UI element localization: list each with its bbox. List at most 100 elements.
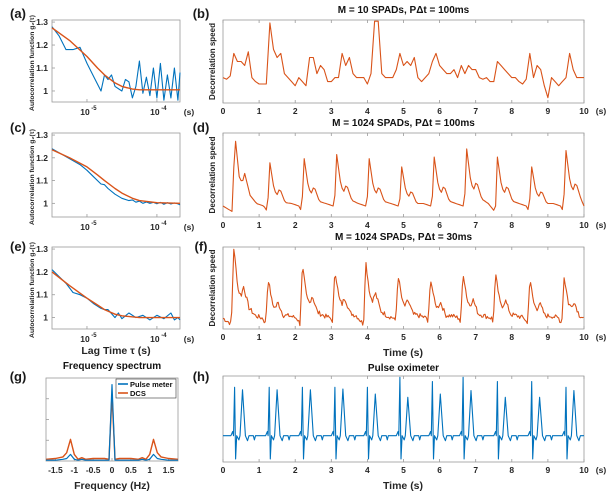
series-line-DCS: [222, 140, 585, 212]
y-axis-label: Autocorrelation function g₂(τ): [29, 15, 36, 111]
x-tick-label: 10: [150, 222, 160, 232]
x-tick-label: 3: [329, 220, 334, 230]
panel-label: (h): [193, 369, 210, 384]
x-tick-label: 9: [546, 465, 551, 475]
x-tick-label: 8: [509, 465, 514, 475]
x-tick-label: 10: [80, 222, 90, 232]
x-tick-exponent: -5: [91, 333, 97, 339]
axes-box: [222, 19, 585, 104]
y-tick-label: 1: [43, 86, 48, 96]
x-tick-label: 4: [365, 220, 370, 230]
y-tick-label: 1.1: [36, 63, 48, 73]
x-tick-label: 5: [401, 332, 406, 342]
x-tick-label: 10: [150, 334, 160, 344]
panel-label: (f): [195, 239, 208, 254]
axes-box: [51, 19, 181, 103]
x-tick-label: 4: [365, 465, 370, 475]
x-tick-label: -1.5: [48, 465, 63, 475]
panel-label: (d): [193, 120, 210, 135]
x-tick-label: 2: [293, 106, 298, 116]
panel-label: (a): [10, 6, 26, 21]
x-tick-exponent: -5: [91, 106, 97, 112]
x-tick-label: 0.5: [125, 465, 137, 475]
x-tick-exponent: -4: [161, 221, 167, 227]
x-tick-label: 6: [437, 106, 442, 116]
panel-label: (c): [10, 120, 26, 135]
x-tick-label: 5: [401, 465, 406, 475]
x-tick-label: 0: [221, 220, 226, 230]
x-tick-label: 0: [221, 106, 226, 116]
x-unit-label: (s): [596, 106, 607, 116]
series-line-DCS: [222, 20, 584, 99]
legend-label: DCS: [130, 389, 146, 398]
series-line-fit: [51, 271, 180, 319]
panel-title: M = 1024 SPADs, PΔt = 30ms: [335, 232, 473, 243]
panel-title: M = 1024 SPADs, PΔt = 100ms: [332, 118, 475, 129]
y-tick-label: 1.2: [36, 40, 48, 50]
x-unit-label: (s): [184, 334, 195, 344]
x-tick-label: 6: [437, 465, 442, 475]
x-tick-label: 3: [329, 106, 334, 116]
x-tick-label: 9: [546, 332, 551, 342]
axes-box: [222, 246, 585, 330]
series-line-Pulse-meter: [46, 384, 178, 461]
x-tick-label: 3: [329, 465, 334, 475]
series-line-measured: [51, 269, 181, 321]
y-tick-label: 1: [43, 198, 48, 208]
x-tick-label: 4: [365, 106, 370, 116]
x-axis-label: Time (s): [383, 347, 423, 359]
x-tick-label: 9: [546, 106, 551, 116]
panel-title: Frequency spectrum: [63, 361, 161, 372]
panel-title: M = 10 SPADs, PΔt = 100ms: [338, 5, 470, 16]
x-tick-label: 3: [329, 332, 334, 342]
panel-label: (b): [193, 6, 210, 21]
x-unit-label: (s): [184, 222, 195, 232]
x-tick-label: 2: [293, 332, 298, 342]
x-tick-label: 2: [293, 465, 298, 475]
axes-box: [51, 132, 181, 218]
x-tick-label: 7: [473, 332, 478, 342]
y-tick-label: 1.2: [36, 267, 48, 277]
panel-label: (g): [10, 369, 27, 384]
series-line-DCS: [222, 248, 584, 327]
y-axis-label: Autocorrelation function g₂(τ): [29, 129, 36, 225]
x-tick-label: 1: [257, 332, 262, 342]
series-line-measured: [51, 26, 181, 101]
x-tick-label: -0.5: [86, 465, 101, 475]
x-tick-label: 8: [509, 332, 514, 342]
y-axis-label: Decorrelation speed: [208, 23, 217, 100]
series-line-fit: [51, 27, 180, 91]
x-tick-label: 10: [80, 107, 90, 117]
series-line-Pulse-oximeter: [223, 376, 584, 460]
x-tick-label: 8: [509, 106, 514, 116]
y-tick-label: 1.1: [36, 290, 48, 300]
x-tick-label: 7: [473, 220, 478, 230]
x-axis-label: Lag Time τ (s): [81, 345, 150, 357]
y-tick-label: 1.3: [36, 17, 48, 27]
y-tick-label: 1.3: [36, 130, 48, 140]
x-tick-label: -1: [71, 465, 79, 475]
x-tick-label: 1: [147, 465, 152, 475]
axes-box: [222, 375, 585, 463]
y-tick-label: 1: [43, 313, 48, 323]
x-tick-label: 7: [473, 106, 478, 116]
x-tick-label: 1.5: [163, 465, 175, 475]
x-tick-label: 10: [579, 465, 589, 475]
x-tick-label: 5: [401, 220, 406, 230]
panel-title: Pulse oximeter: [368, 363, 439, 374]
series-line-fit: [51, 149, 181, 204]
x-tick-label: 8: [509, 220, 514, 230]
x-tick-exponent: -5: [91, 221, 97, 227]
panel-label: (e): [10, 239, 26, 254]
y-tick-label: 1.3: [36, 244, 48, 254]
x-tick-label: 0: [110, 465, 115, 475]
x-tick-label: 1: [257, 106, 262, 116]
x-tick-label: 6: [437, 220, 442, 230]
x-tick-exponent: -4: [161, 333, 167, 339]
x-tick-label: 10: [150, 107, 160, 117]
x-tick-label: 10: [80, 334, 90, 344]
legend-label: Pulse meter: [130, 380, 173, 389]
x-tick-label: 10: [579, 332, 589, 342]
x-tick-label: 2: [293, 220, 298, 230]
